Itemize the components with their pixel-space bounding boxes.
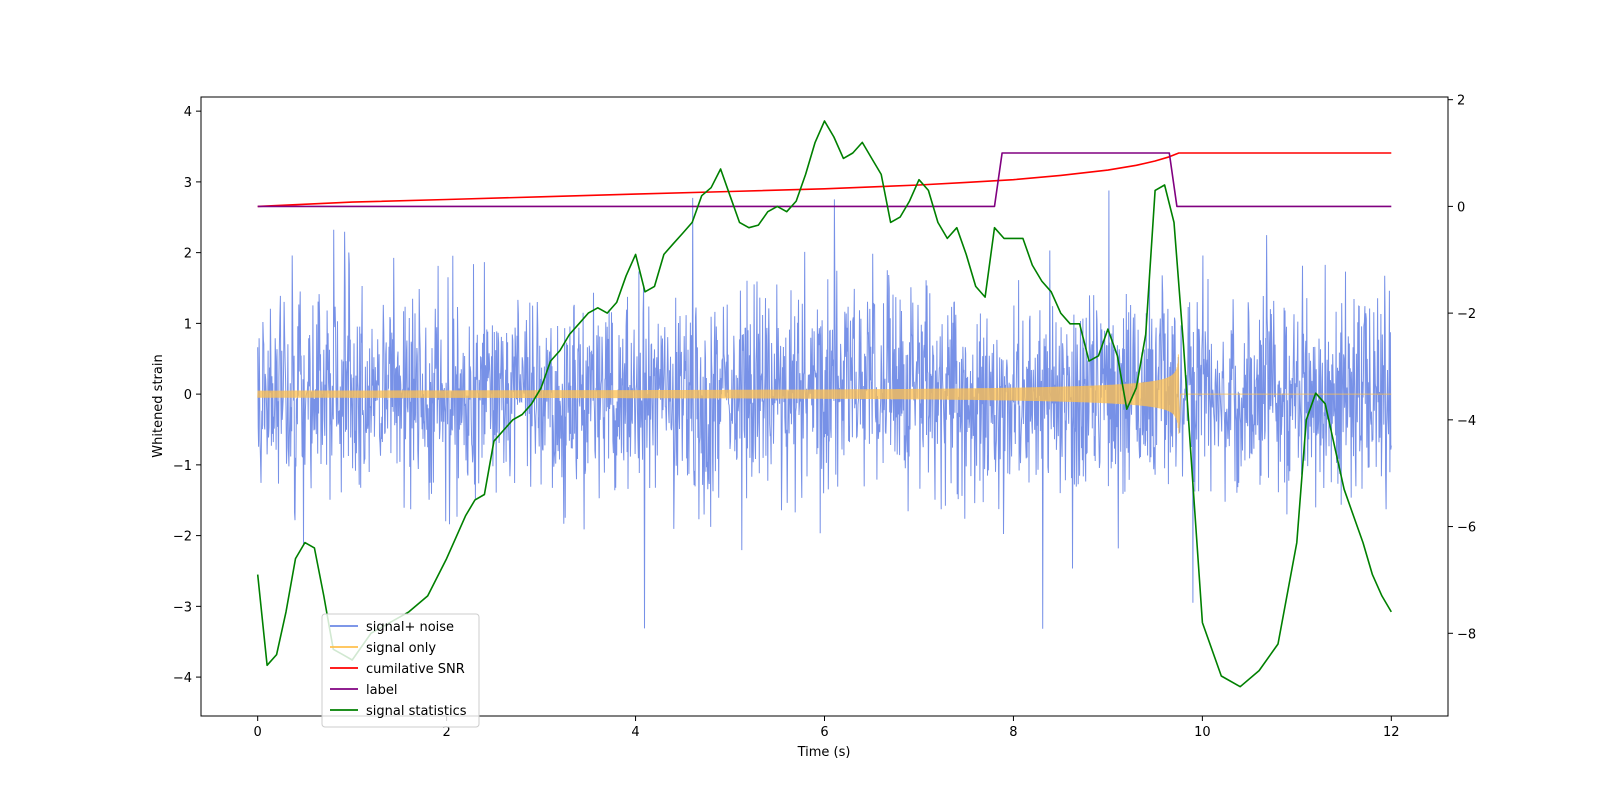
x-tick-label: 4 xyxy=(631,725,639,740)
series-layer xyxy=(256,120,1392,688)
y2-tick-label: −8 xyxy=(1457,627,1476,642)
y-tick-label: −1 xyxy=(173,459,192,474)
x-tick-label: 0 xyxy=(254,725,262,740)
y-axis-right: −8 −6 −4 −2 0 2 xyxy=(1448,94,1476,642)
y-tick-label: −3 xyxy=(173,600,192,615)
legend: signal+ noise signal only cumilative SNR la… xyxy=(321,613,480,728)
x-tick-label: 10 xyxy=(1194,725,1211,740)
x-axis-label: Time (s) xyxy=(797,745,851,760)
y2-tick-label: 0 xyxy=(1457,200,1465,215)
y-tick-label: 1 xyxy=(184,317,192,332)
y-tick-label: −2 xyxy=(173,530,192,545)
y-axis-label: Whitened strain xyxy=(151,354,166,457)
legend-box xyxy=(321,613,480,728)
y-axis-left: −4 −3 −2 −1 0 1 2 3 4 xyxy=(173,105,201,686)
y2-tick-label: −6 xyxy=(1457,521,1476,536)
y-tick-label: 0 xyxy=(184,388,192,403)
y-tick-label: −4 xyxy=(173,671,192,686)
x-tick-label: 12 xyxy=(1383,725,1400,740)
y2-tick-label: 2 xyxy=(1457,94,1465,109)
legend-label-signal-noise: signal+ noise xyxy=(366,620,454,635)
series-signal-only-line xyxy=(257,354,1392,434)
series-label xyxy=(257,152,1392,208)
y2-tick-label: −2 xyxy=(1457,307,1476,322)
series-signal-statistics xyxy=(256,120,1392,688)
y2-tick-label: −4 xyxy=(1457,414,1476,429)
y-tick-label: 3 xyxy=(184,176,192,191)
legend-label-label: label xyxy=(366,683,397,698)
legend-label-signal-only: signal only xyxy=(366,641,436,656)
y-tick-label: 4 xyxy=(184,105,192,120)
legend-label-signal-statistics: signal statistics xyxy=(366,704,467,719)
x-tick-label: 6 xyxy=(820,725,828,740)
series-signal-only xyxy=(257,354,1392,434)
x-tick-label: 8 xyxy=(1009,725,1017,740)
legend-label-cumilative-snr: cumilative SNR xyxy=(366,662,465,677)
x-tick-label: 2 xyxy=(442,725,450,740)
series-cumilative-snr xyxy=(257,152,1392,208)
y-tick-label: 2 xyxy=(184,247,192,262)
